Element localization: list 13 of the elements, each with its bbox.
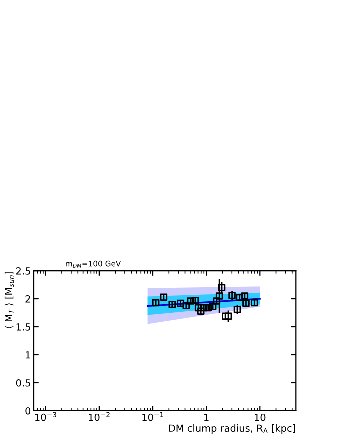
y-tick-label: 2.5 <box>16 268 30 275</box>
x-tick-label: 10 <box>255 414 266 422</box>
y-axis-title: ⟨ M$_{T}$ ⟩ [M$_{sun}$] <box>4 272 14 329</box>
y-tick-label: 1.5 <box>16 324 30 331</box>
y-tick-label: 0.5 <box>16 379 30 387</box>
x-tick-label: 10$^{−2}$ <box>89 412 110 422</box>
y-tick-label: 0 <box>26 407 31 415</box>
x-tick-label: 10$^{−1}$ <box>142 412 164 422</box>
y-tick-label: 1 <box>26 352 30 359</box>
x-axis-title: DM clump radius, R$_{Δ}$ [kpc] <box>169 424 296 434</box>
x-tick-label: 10$^{−3}$ <box>36 412 56 422</box>
x-tick-label: 1 <box>204 414 209 422</box>
y-tick-label: 2 <box>26 296 30 303</box>
